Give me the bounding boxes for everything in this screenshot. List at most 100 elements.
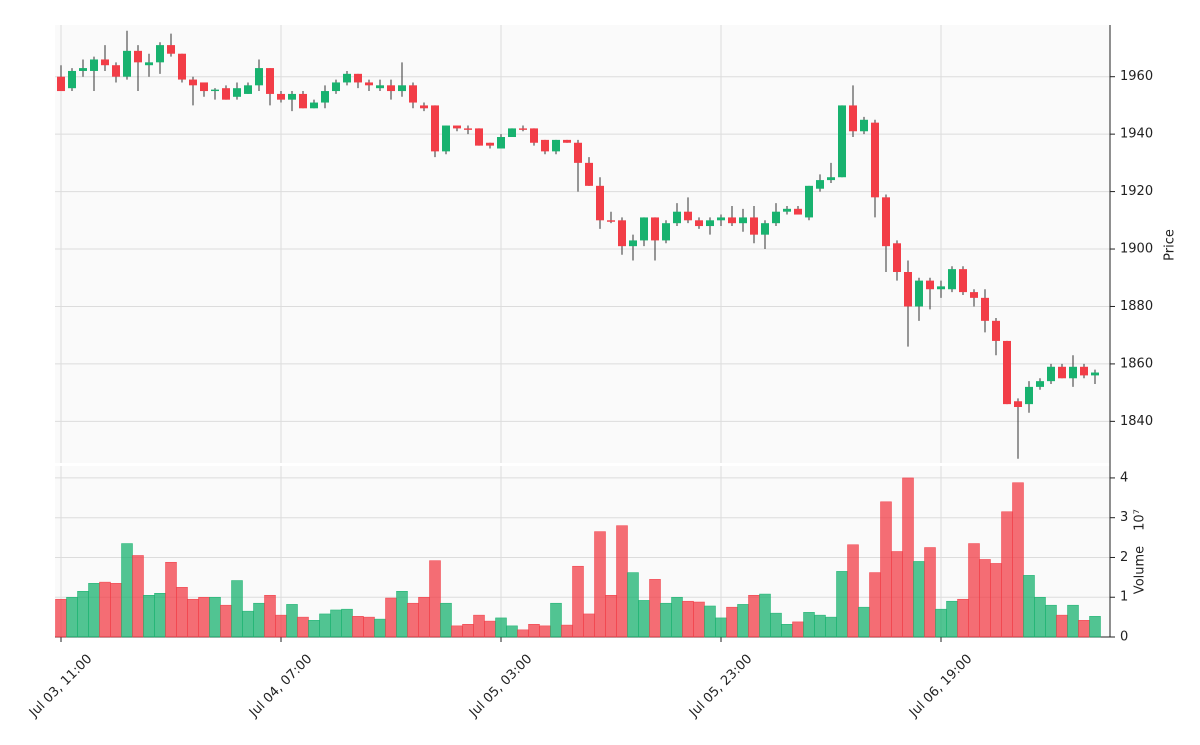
volume-bar [913, 561, 925, 638]
candle-body [926, 280, 934, 290]
candle-body [420, 105, 428, 109]
y-tick-label: 0 [1120, 630, 1128, 645]
candle-body [156, 45, 164, 63]
volume-scale-label: 10⁷ [1133, 509, 1148, 531]
y-tick-label: 1840 [1120, 414, 1153, 429]
x-tick-label: Jul 05, 03:00 [466, 652, 535, 721]
candle-body [706, 220, 714, 227]
volume-bar [968, 543, 980, 638]
volume-bar [880, 501, 892, 638]
candle-body [651, 217, 659, 241]
candle-body [937, 286, 945, 290]
candle-body [508, 128, 516, 138]
candle-body [816, 180, 824, 189]
volume-bar [627, 572, 639, 638]
candle-body [728, 217, 736, 224]
y-tick-label: 4 [1120, 470, 1128, 485]
candle-body [145, 62, 153, 66]
volume-bar [429, 560, 441, 638]
candle-body [717, 217, 725, 221]
x-tick-label: Jul 03, 11:00 [26, 652, 95, 721]
volume-bar [616, 525, 628, 638]
volume-bar [440, 602, 452, 638]
volume-bar [1001, 511, 1013, 638]
volume-bar [1034, 596, 1046, 638]
volume-bar [286, 604, 298, 638]
volume-bar [869, 572, 881, 638]
volume-bar [737, 604, 749, 638]
volume-bar [781, 624, 793, 638]
candle-body [530, 128, 538, 143]
volume-bar [759, 593, 771, 638]
candle-body [1003, 340, 1011, 405]
x-tick-label: Jul 06, 19:00 [906, 652, 975, 721]
candle-body [376, 85, 384, 89]
candle-body [255, 68, 263, 86]
candle-body [398, 85, 406, 92]
candle-body [178, 53, 186, 80]
volume-bar [88, 583, 100, 638]
volume-bar [561, 624, 573, 638]
volume-bar [660, 602, 672, 638]
volume-bar [979, 559, 991, 638]
candle-body [519, 128, 527, 130]
volume-bar [319, 613, 331, 638]
candle-body [618, 220, 626, 247]
volume-bar [891, 551, 903, 638]
candle-body [244, 85, 252, 94]
volume-bar [924, 547, 936, 638]
candle-body [299, 93, 307, 109]
candle-body [959, 269, 967, 293]
volume-bar [330, 609, 342, 638]
volume-bar [649, 579, 661, 638]
candle-body [750, 217, 758, 235]
volume-bar [363, 616, 375, 638]
candle-body [57, 76, 65, 92]
candle-body [827, 177, 835, 181]
volume-bar [539, 625, 551, 638]
volume-bar [462, 624, 474, 638]
volume-bar [385, 597, 397, 638]
volume-bar [748, 594, 760, 638]
candle-body [90, 59, 98, 71]
candle-body [332, 82, 340, 92]
candle-body [387, 85, 395, 92]
volume-bar [594, 531, 606, 638]
volume-bar [66, 596, 78, 638]
candle-body [772, 211, 780, 224]
price-panel [55, 25, 1110, 463]
candle-body [970, 292, 978, 298]
x-tick-label: Jul 05, 23:00 [686, 652, 755, 721]
candle-body [739, 217, 747, 224]
candle-body [277, 93, 285, 100]
candle-body [112, 65, 120, 77]
volume-bar [132, 555, 144, 638]
volume-bar [352, 616, 364, 638]
volume-bar [110, 583, 122, 638]
volume-bar [396, 591, 408, 638]
volume-bar [451, 625, 463, 638]
volume-bar [825, 616, 837, 638]
candle-body [684, 211, 692, 221]
candle-body [541, 139, 549, 152]
volume-bar [220, 604, 232, 638]
candle-body [563, 139, 571, 143]
volume-bar [121, 543, 133, 638]
candle-body [673, 211, 681, 224]
volume-bar [572, 565, 584, 638]
volume-bar [473, 614, 485, 638]
candle-body [321, 91, 329, 103]
candle-body [552, 139, 560, 152]
candle-body [849, 105, 857, 132]
candle-body [189, 79, 197, 86]
candle-body [343, 73, 351, 83]
candle-body [1047, 366, 1055, 382]
candle-body [805, 185, 813, 218]
volume-bar [957, 598, 969, 638]
volume-bar [99, 581, 111, 638]
candle-body [596, 185, 604, 221]
volume-bar [176, 587, 188, 638]
volume-bar [517, 629, 529, 638]
y-tick-label: 1920 [1120, 184, 1153, 199]
volume-bar [638, 600, 650, 638]
